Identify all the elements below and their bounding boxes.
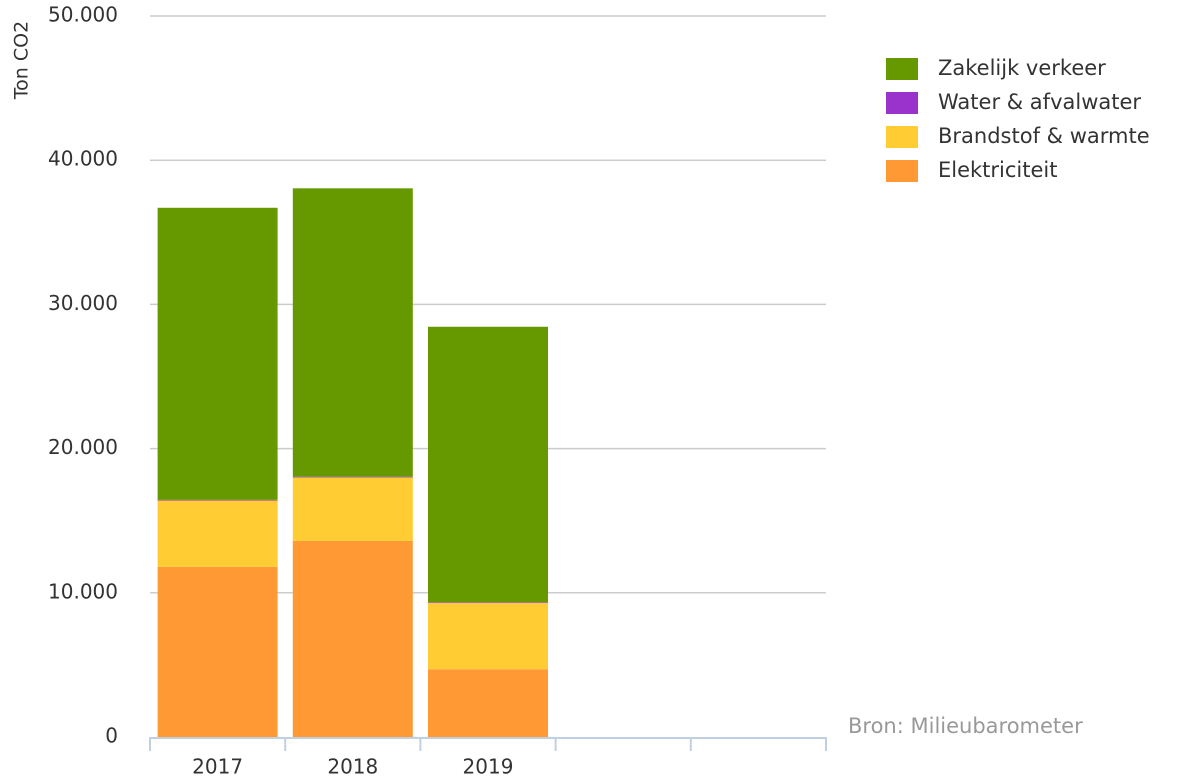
bar-segment: [292, 477, 413, 541]
bar-segment: [428, 669, 548, 737]
legend-label: Brandstof & warmte: [938, 124, 1150, 148]
bar-segment: [157, 566, 278, 737]
y-tick-label: 20.000: [48, 435, 118, 459]
bar-segment: [292, 540, 413, 737]
bar-segment: [157, 499, 278, 501]
bar-segment: [292, 476, 413, 478]
legend-swatch: [886, 58, 918, 80]
y-tick-label: 50.000: [48, 3, 118, 27]
x-tick-label: 2017: [192, 755, 243, 779]
bar-segment: [292, 188, 413, 477]
bar-segment: [428, 602, 548, 603]
y-tick-label: 40.000: [48, 147, 118, 171]
source: Bron: Milieubarometer: [848, 714, 1083, 738]
x-tick-label: 2019: [463, 755, 514, 779]
y-tick-label: 10.000: [48, 579, 118, 603]
legend-swatch: [886, 160, 918, 182]
legend-label: Elektriciteit: [938, 158, 1058, 182]
bar-segment: [157, 207, 278, 500]
bar-segment: [428, 602, 548, 670]
legend-label: Zakelijk verkeer: [938, 56, 1106, 80]
legend-swatch: [886, 126, 918, 148]
y-tick-label: 0: [105, 724, 118, 748]
legend-label: Water & afvalwater: [938, 90, 1141, 114]
y-tick-label: 30.000: [48, 291, 118, 315]
legend-swatch: [886, 92, 918, 114]
x-tick-label: 2018: [327, 755, 378, 779]
bar-segment: [428, 326, 548, 603]
y-axis-label: Ton CO2: [11, 21, 33, 100]
bar-segment: [157, 500, 278, 567]
